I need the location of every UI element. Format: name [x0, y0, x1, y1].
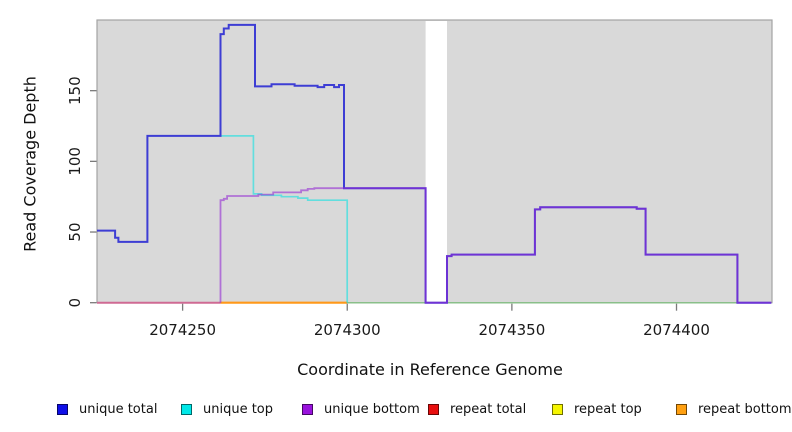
y-tick-label: 50 — [66, 222, 84, 241]
legend-label-unique-bottom: unique bottom — [324, 401, 420, 417]
legend-item-unique-top: unique top — [181, 401, 273, 417]
series-line-unique-bottom — [219, 187, 772, 304]
legend-label-unique-total: unique total — [79, 401, 158, 417]
legend-item-unique-bottom: unique bottom — [302, 401, 420, 417]
x-axis-title: Coordinate in Reference Genome — [297, 360, 563, 379]
x-tick-label: 2074250 — [149, 321, 216, 339]
legend-swatch-unique-total-icon — [57, 403, 68, 415]
legend-swatch-unique-bottom-icon — [302, 403, 313, 415]
series-line-unique-top — [220, 135, 349, 303]
x-tick-label: 2074300 — [314, 321, 381, 339]
legend-item-repeat-top: repeat top — [552, 401, 642, 417]
legend-label-unique-top: unique top — [203, 401, 274, 417]
legend-swatch-repeat-top-icon — [552, 403, 563, 415]
legend-swatch-repeat-total-icon — [428, 403, 439, 415]
legend-item-repeat-bottom: repeat bottom — [676, 401, 792, 417]
legend: unique total unique top unique bottom re… — [0, 401, 792, 421]
legend-label-repeat-total: repeat total — [450, 401, 527, 417]
legend-label-repeat-bottom: repeat bottom — [698, 401, 792, 417]
x-tick-label: 2074400 — [643, 321, 710, 339]
legend-label-repeat-top: repeat top — [574, 401, 642, 417]
coverage-gap-region — [425, 21, 448, 302]
legend-swatch-unique-top-icon — [181, 403, 192, 415]
legend-item-unique-total: unique total — [57, 401, 157, 417]
x-tick-label: 2074350 — [478, 321, 545, 339]
y-tick-label: 150 — [66, 76, 84, 105]
y-tick-label: 0 — [66, 298, 84, 308]
legend-item-repeat-total: repeat total — [428, 401, 526, 417]
y-axis-title: Read Coverage Depth — [20, 76, 40, 252]
y-tick-label: 100 — [66, 147, 84, 176]
legend-swatch-repeat-bottom-icon — [676, 403, 687, 415]
